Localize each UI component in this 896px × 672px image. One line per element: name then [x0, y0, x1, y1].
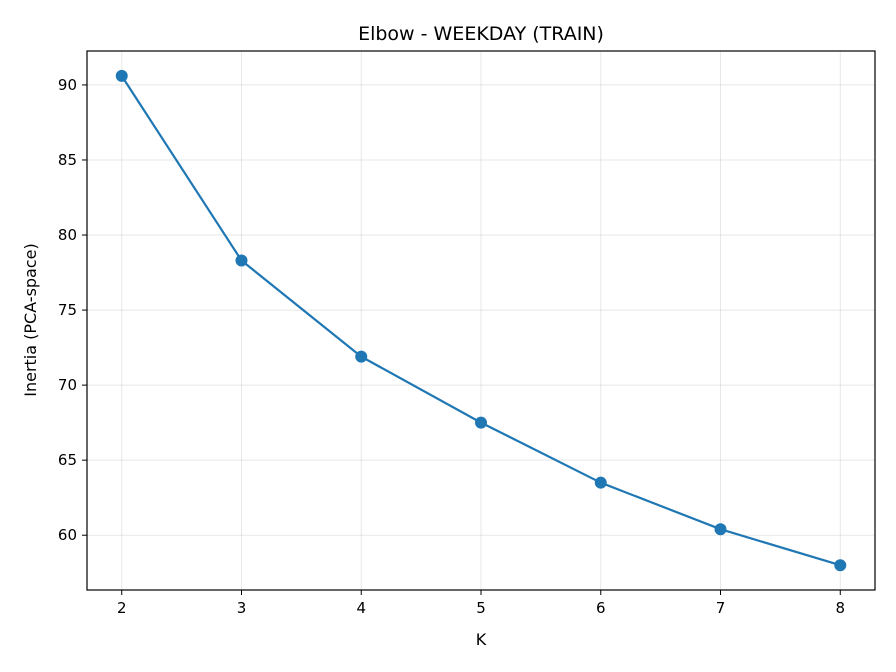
y-tick-label: 75	[58, 301, 77, 319]
x-tick-label: 5	[476, 599, 486, 617]
x-tick-label: 7	[716, 599, 726, 617]
series-layer	[115, 69, 847, 572]
y-tick-label: 60	[58, 526, 77, 544]
y-axis-ticks: 60 65 70 75 80 85 90	[58, 76, 87, 544]
y-tick-label: 90	[58, 76, 77, 94]
x-tick-label: 6	[596, 599, 606, 617]
data-point	[115, 69, 128, 82]
grid	[87, 51, 875, 590]
y-tick-label: 85	[58, 151, 77, 169]
data-point	[834, 559, 847, 572]
x-axis-label: K	[476, 630, 487, 649]
chart-title: Elbow - WEEKDAY (TRAIN)	[358, 23, 604, 45]
x-tick-label: 4	[356, 599, 366, 617]
y-tick-label: 80	[58, 226, 77, 244]
data-point	[714, 523, 727, 536]
data-point	[235, 254, 248, 267]
x-tick-label: 8	[835, 599, 845, 617]
y-tick-label: 65	[58, 451, 77, 469]
data-point	[355, 350, 368, 363]
y-tick-label: 70	[58, 376, 77, 394]
y-axis-label: Inertia (PCA-space)	[21, 243, 40, 397]
x-tick-label: 2	[117, 599, 127, 617]
x-axis-ticks: 2 3 4 5 6 7 8	[117, 590, 845, 617]
x-tick-label: 3	[237, 599, 247, 617]
plot-frame	[86, 50, 876, 591]
data-point	[475, 416, 487, 429]
data-point	[594, 476, 607, 489]
